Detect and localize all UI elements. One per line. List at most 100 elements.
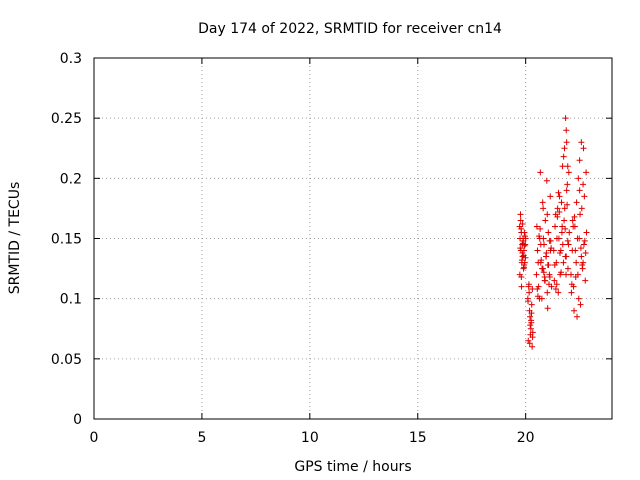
data-point: [568, 281, 575, 288]
data-point: [554, 213, 561, 220]
data-point: [537, 241, 544, 248]
x-tick-label: 20: [517, 430, 535, 446]
data-point: [576, 157, 583, 164]
data-point: [580, 181, 587, 188]
data-point: [533, 271, 540, 278]
data-point: [534, 293, 541, 300]
data-point: [564, 181, 571, 188]
x-tick-label: 5: [197, 430, 206, 446]
data-point: [578, 139, 585, 146]
data-point: [573, 199, 580, 206]
data-point: [554, 205, 561, 212]
data-point: [535, 259, 542, 266]
data-point: [553, 281, 560, 288]
data-point: [552, 223, 559, 230]
data-point: [534, 286, 541, 293]
data-point: [539, 199, 546, 206]
data-point: [583, 169, 590, 176]
data-point: [527, 325, 534, 332]
data-point: [544, 305, 551, 312]
data-point: [518, 225, 525, 232]
data-points: [516, 115, 590, 350]
data-point: [577, 245, 584, 252]
data-point: [525, 281, 532, 288]
data-point: [572, 274, 579, 281]
data-point: [555, 189, 562, 196]
data-point: [537, 225, 544, 232]
data-point: [571, 213, 578, 220]
data-point: [551, 277, 558, 284]
data-point: [567, 271, 574, 278]
data-point: [583, 229, 590, 236]
y-tick-label: 0.3: [60, 51, 82, 67]
data-point: [565, 241, 572, 248]
data-point: [576, 187, 583, 194]
data-point: [544, 289, 551, 296]
data-point: [537, 169, 544, 176]
data-point: [539, 265, 546, 272]
data-point: [558, 269, 565, 276]
data-point: [538, 257, 545, 264]
data-point: [559, 223, 566, 230]
data-point: [582, 277, 589, 284]
data-point: [550, 247, 557, 254]
data-point: [534, 247, 541, 254]
data-point: [556, 249, 563, 256]
axis-ticks: 0 0.05 0.1 0.15 0.2 0.25 0.3 0 5 10 15 20: [51, 51, 612, 446]
x-axis-label: GPS time / hours: [294, 459, 411, 475]
data-point: [541, 274, 548, 281]
data-point: [562, 225, 569, 232]
x-tick-label: 15: [409, 430, 427, 446]
data-point: [529, 329, 536, 336]
data-point: [577, 301, 584, 308]
data-point: [578, 205, 585, 212]
data-point: [540, 205, 547, 212]
data-point: [579, 261, 586, 268]
data-point: [558, 229, 565, 236]
data-point: [576, 235, 583, 242]
data-point: [528, 317, 535, 324]
data-point: [525, 298, 532, 305]
data-point: [540, 235, 547, 242]
data-point: [521, 229, 528, 236]
data-point: [543, 249, 550, 256]
data-point: [564, 163, 571, 170]
data-point: [544, 261, 551, 268]
data-point: [518, 257, 525, 264]
data-point: [577, 211, 584, 218]
data-point: [564, 201, 571, 208]
data-point: [555, 289, 562, 296]
data-point: [571, 307, 578, 314]
data-point: [545, 229, 552, 236]
data-point: [522, 233, 529, 240]
data-point: [546, 237, 553, 244]
data-point: [570, 223, 577, 230]
data-point: [526, 289, 533, 296]
data-point: [517, 217, 524, 224]
data-point: [563, 139, 570, 146]
y-axis-label: SRMTID / TECUs: [7, 182, 23, 295]
y-tick-label: 0.2: [60, 171, 82, 187]
data-point: [578, 253, 585, 260]
data-point: [563, 253, 570, 260]
data-point: [528, 310, 535, 317]
data-point: [569, 217, 576, 224]
data-point: [517, 211, 524, 218]
data-point: [581, 237, 588, 244]
data-point: [574, 313, 581, 320]
data-point: [543, 177, 550, 184]
data-point: [553, 235, 560, 242]
data-point: [540, 269, 547, 276]
y-tick-label: 0.25: [51, 111, 82, 127]
data-point: [546, 274, 553, 281]
data-point: [552, 286, 559, 293]
x-tick-label: 10: [301, 430, 319, 446]
data-point: [560, 153, 567, 160]
data-point: [536, 233, 543, 240]
data-point: [559, 241, 566, 248]
y-tick-label: 0: [73, 412, 82, 428]
data-point: [544, 211, 551, 218]
y-tick-label: 0.15: [51, 232, 82, 248]
data-point: [529, 343, 536, 350]
